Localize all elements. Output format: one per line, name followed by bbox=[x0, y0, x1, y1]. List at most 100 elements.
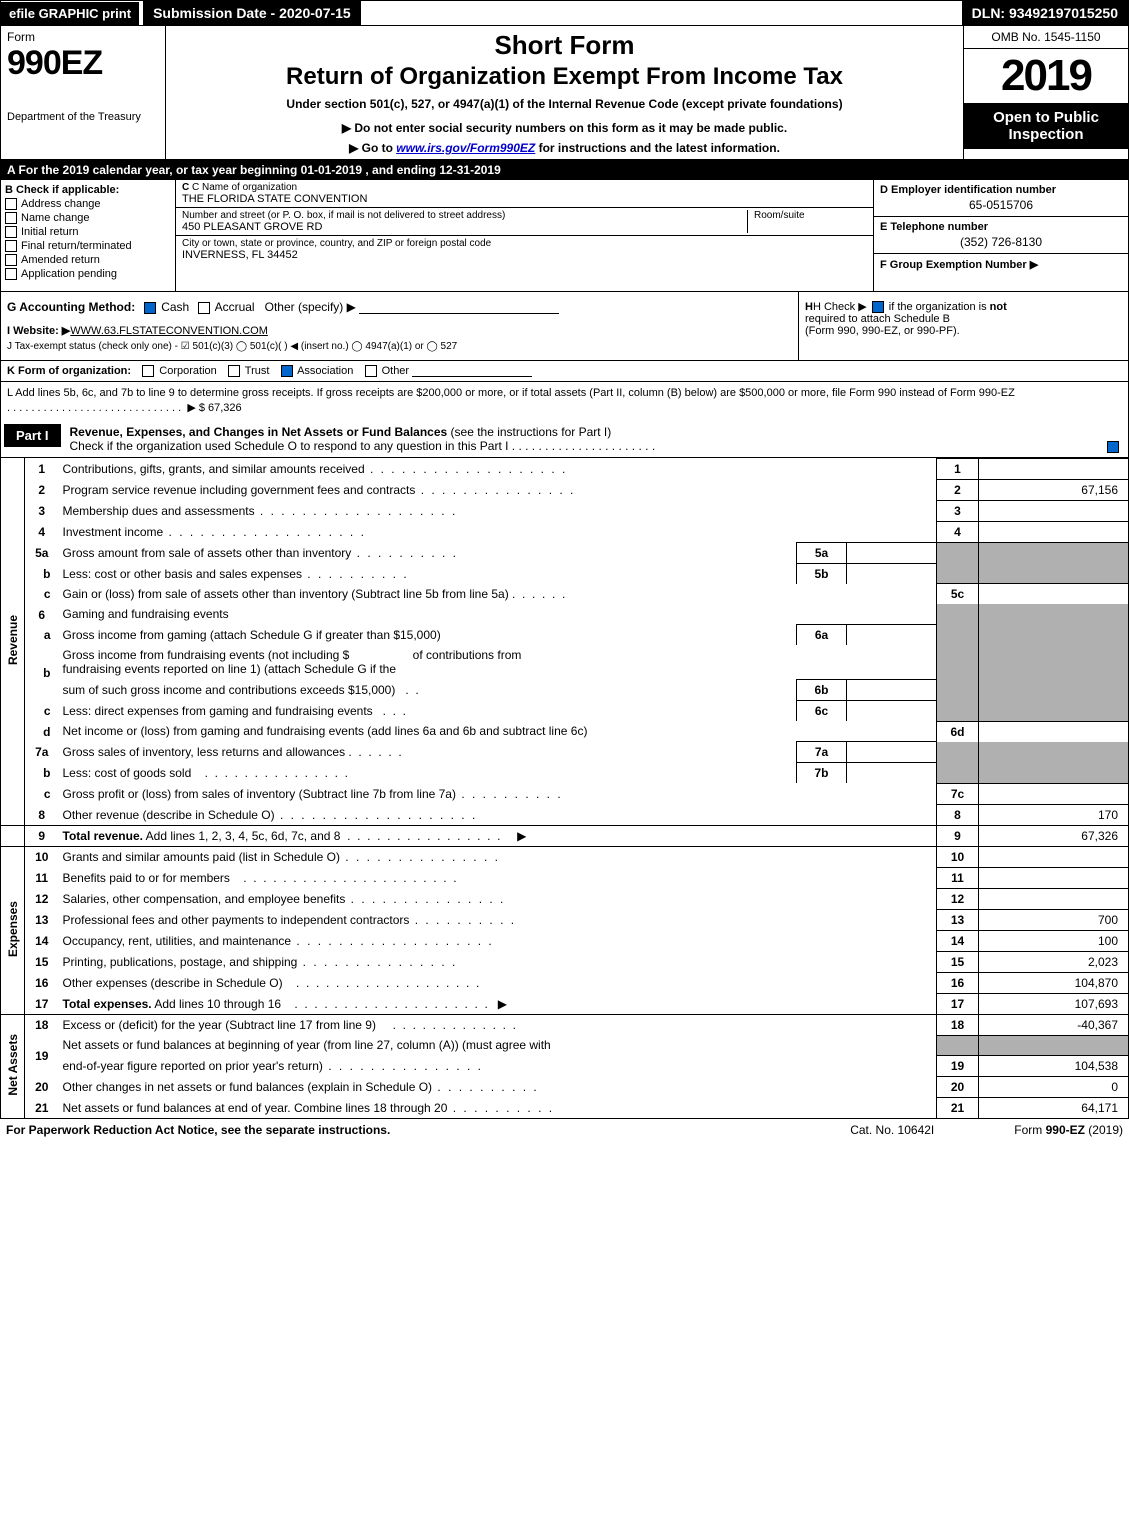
org-name-label: C C Name of organization bbox=[182, 182, 367, 193]
room-label: Room/suite bbox=[754, 210, 867, 221]
result-num: 15 bbox=[937, 951, 979, 972]
g-prefix: G Accounting Method: bbox=[7, 300, 135, 314]
row-13: 13 Professional fees and other payments … bbox=[1, 909, 1129, 930]
h-not: not bbox=[990, 301, 1007, 313]
chk-initial-return[interactable]: Initial return bbox=[5, 226, 173, 238]
result-val bbox=[979, 783, 1129, 804]
org-name-row: C C Name of organization THE FLORIDA STA… bbox=[176, 180, 873, 208]
result-num: 6d bbox=[937, 721, 979, 742]
checkbox-icon bbox=[5, 198, 17, 210]
chk-address-change[interactable]: Address change bbox=[5, 198, 173, 210]
line-desc: Gross income from fundraising events (no… bbox=[59, 645, 937, 680]
sub-box-val bbox=[847, 680, 937, 701]
line-desc: Occupancy, rent, utilities, and maintena… bbox=[59, 930, 937, 951]
irs-link[interactable]: www.irs.gov/Form990EZ bbox=[396, 141, 535, 155]
city-label: City or town, state or province, country… bbox=[182, 238, 491, 249]
lines-g-through-j: G Accounting Method: Cash Accrual Other … bbox=[0, 292, 1129, 361]
result-val-shaded bbox=[979, 542, 1129, 563]
city-row: City or town, state or province, country… bbox=[176, 236, 873, 279]
other-org-field[interactable] bbox=[412, 365, 532, 377]
website-value[interactable]: WWW.63.FLSTATECONVENTION.COM bbox=[70, 325, 268, 337]
line-desc: Program service revenue including govern… bbox=[59, 479, 937, 500]
part-1-title: Revenue, Expenses, and Changes in Net As… bbox=[64, 421, 1098, 457]
paperwork-notice: For Paperwork Reduction Act Notice, see … bbox=[6, 1123, 390, 1137]
row-3: 3 Membership dues and assessments 3 bbox=[1, 500, 1129, 521]
header-center: Short Form Return of Organization Exempt… bbox=[166, 26, 963, 159]
result-val bbox=[979, 458, 1129, 479]
chk-cash[interactable] bbox=[144, 302, 156, 314]
line-num: 12 bbox=[25, 888, 59, 909]
result-val: 170 bbox=[979, 804, 1129, 825]
row-7c: c Gross profit or (loss) from sales of i… bbox=[1, 783, 1129, 804]
line-desc: sum of such gross income and contributio… bbox=[59, 680, 797, 701]
form-number: 990EZ bbox=[7, 44, 159, 83]
sub-box-num: 5b bbox=[797, 563, 847, 584]
g-i-j-column: G Accounting Method: Cash Accrual Other … bbox=[1, 292, 798, 360]
row-20: 20 Other changes in net assets or fund b… bbox=[1, 1076, 1129, 1097]
tax-year: 2019 bbox=[964, 49, 1128, 103]
result-val bbox=[979, 584, 1129, 605]
row-6c: c Less: direct expenses from gaming and … bbox=[1, 701, 1129, 722]
city-value: INVERNESS, FL 34452 bbox=[182, 249, 491, 261]
sub-box-val bbox=[847, 542, 937, 563]
line-desc: Other revenue (describe in Schedule O) bbox=[59, 804, 937, 825]
chk-h[interactable] bbox=[872, 301, 884, 313]
line-num: 1 bbox=[25, 458, 59, 479]
line-desc: Net income or (loss) from gaming and fun… bbox=[59, 721, 937, 742]
checkbox-icon bbox=[5, 226, 17, 238]
initial-label: Initial return bbox=[21, 226, 78, 238]
chk-name-change[interactable]: Name change bbox=[5, 212, 173, 224]
row-5c: c Gain or (loss) from sale of assets oth… bbox=[1, 584, 1129, 605]
header-right: OMB No. 1545-1150 2019 Open to Public In… bbox=[963, 26, 1128, 159]
result-num: 1 bbox=[937, 458, 979, 479]
line-num: 5a bbox=[25, 542, 59, 563]
part1-checkbox[interactable] bbox=[1098, 421, 1128, 453]
result-val-shaded bbox=[979, 645, 1129, 680]
box-d: D Employer identification number 65-0515… bbox=[874, 180, 1128, 217]
checkbox-icon bbox=[5, 254, 17, 266]
sub-box-val bbox=[847, 701, 937, 722]
line-h: HH Check ▶ if the organization is not re… bbox=[798, 292, 1128, 360]
line-a-tax-year: A For the 2019 calendar year, or tax yea… bbox=[0, 160, 1129, 180]
result-num: 13 bbox=[937, 909, 979, 930]
line-num: d bbox=[25, 721, 59, 742]
addr-row: Number and street (or P. O. box, if mail… bbox=[176, 208, 873, 236]
result-val: -40,367 bbox=[979, 1014, 1129, 1035]
line-desc: Less: cost of goods sold . . . . . . . .… bbox=[59, 763, 797, 784]
result-num: 12 bbox=[937, 888, 979, 909]
result-val-shaded bbox=[979, 763, 1129, 784]
chk-assoc[interactable] bbox=[281, 365, 293, 377]
line-desc: Less: cost or other basis and sales expe… bbox=[59, 563, 797, 584]
result-num-shaded bbox=[937, 645, 979, 680]
group-exemption-label: F Group Exemption Number ▶ bbox=[880, 258, 1122, 271]
final-label: Final return/terminated bbox=[21, 240, 132, 252]
result-val: 107,693 bbox=[979, 993, 1129, 1014]
chk-final-return[interactable]: Final return/terminated bbox=[5, 240, 173, 252]
chk-accrual[interactable] bbox=[198, 302, 210, 314]
chk-corp[interactable] bbox=[142, 365, 154, 377]
sub-box-val bbox=[847, 763, 937, 784]
line-num: c bbox=[25, 783, 59, 804]
sub-box-num: 7b bbox=[797, 763, 847, 784]
efile-print-label[interactable]: efile GRAPHIC print bbox=[1, 2, 139, 25]
submission-date: Submission Date - 2020-07-15 bbox=[143, 1, 361, 25]
netassets-section-label: Net Assets bbox=[1, 1014, 25, 1118]
line-num: 7a bbox=[25, 742, 59, 763]
chk-trust[interactable] bbox=[228, 365, 240, 377]
row-17: 17 Total expenses. Add lines 10 through … bbox=[1, 993, 1129, 1014]
phone-label: E Telephone number bbox=[880, 221, 1122, 233]
chk-application-pending[interactable]: Application pending bbox=[5, 268, 173, 280]
chk-other-org[interactable] bbox=[365, 365, 377, 377]
result-num-shaded bbox=[937, 701, 979, 722]
line-desc: Professional fees and other payments to … bbox=[59, 909, 937, 930]
checkbox-icon bbox=[5, 212, 17, 224]
h-text2: required to attach Schedule B bbox=[805, 313, 950, 325]
line-l: L Add lines 5b, 6c, and 7b to line 9 to … bbox=[0, 382, 1129, 421]
other-specify-field[interactable] bbox=[359, 300, 559, 314]
row-6: 6 Gaming and fundraising events bbox=[1, 604, 1129, 625]
line-num: c bbox=[25, 701, 59, 722]
subtitle: Under section 501(c), 527, or 4947(a)(1)… bbox=[176, 97, 953, 111]
line-desc: Other changes in net assets or fund bala… bbox=[59, 1076, 937, 1097]
chk-amended[interactable]: Amended return bbox=[5, 254, 173, 266]
org-name-value: THE FLORIDA STATE CONVENTION bbox=[182, 193, 367, 205]
